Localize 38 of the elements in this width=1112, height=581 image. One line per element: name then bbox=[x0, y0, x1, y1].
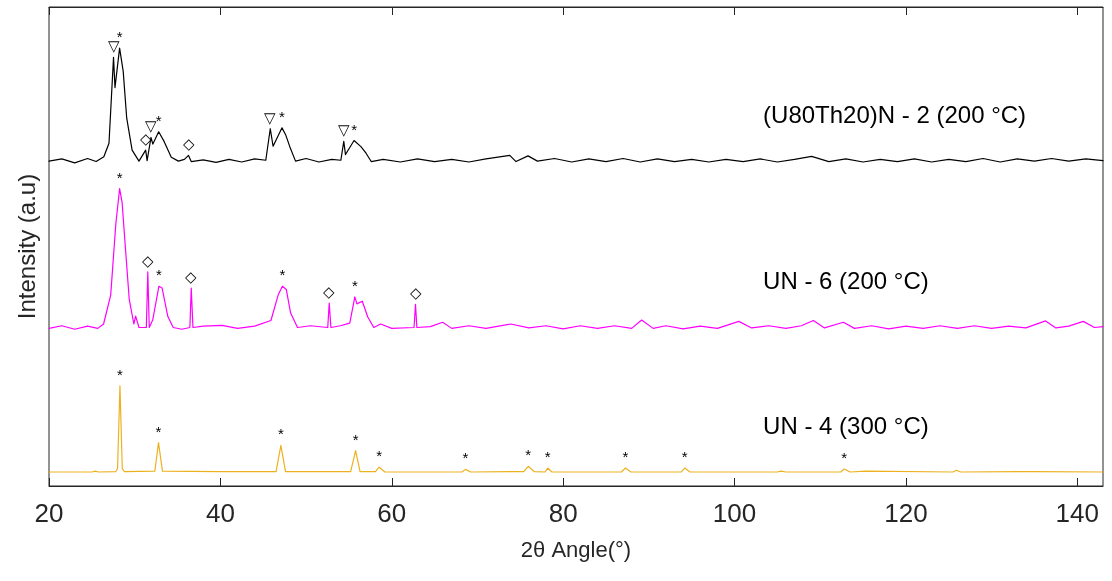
annotation: * bbox=[681, 448, 688, 466]
x-axis-title: 2θ Angle(°) bbox=[520, 536, 632, 562]
y-axis-title: Intensity (a.u) bbox=[12, 173, 40, 320]
annotation: ◇ bbox=[323, 282, 336, 300]
annotation: ▽ bbox=[264, 108, 277, 126]
annotation: * bbox=[462, 449, 469, 467]
x-tick-label: 120 bbox=[884, 498, 928, 528]
x-tick-label: 140 bbox=[1055, 498, 1099, 528]
annotation: ◇ bbox=[185, 268, 198, 286]
annotation: * bbox=[622, 448, 629, 466]
annotation: * bbox=[544, 448, 551, 466]
annotation: * bbox=[155, 111, 162, 129]
annotation: * bbox=[351, 276, 358, 294]
annotation: ▽ bbox=[337, 121, 350, 139]
annotation: * bbox=[525, 446, 532, 464]
annotation: ◇ bbox=[182, 135, 195, 153]
annotation: * bbox=[376, 447, 383, 465]
annotation: * bbox=[116, 168, 123, 186]
annotation: ◇ bbox=[141, 251, 154, 269]
series-label: (U80Th20)N - 2 (200 °C) bbox=[763, 101, 1027, 129]
annotation: * bbox=[117, 365, 124, 383]
annotation: * bbox=[351, 120, 358, 138]
annotation: * bbox=[841, 448, 848, 466]
series-label: UN - 6 (200 °C) bbox=[763, 267, 929, 295]
annotation: * bbox=[279, 107, 286, 125]
x-tick-label: 60 bbox=[377, 498, 407, 528]
x-tick-label: 100 bbox=[712, 498, 757, 528]
series-label: UN - 4 (300 °C) bbox=[763, 412, 929, 440]
annotation: ◇ bbox=[409, 284, 422, 302]
annotation: * bbox=[277, 425, 284, 443]
x-tick-label: 20 bbox=[34, 498, 64, 528]
annotation: * bbox=[279, 266, 286, 284]
annotation: * bbox=[155, 422, 162, 440]
annotation: * bbox=[155, 266, 162, 284]
annotation: * bbox=[352, 430, 359, 448]
annotation: ▽ bbox=[107, 37, 120, 55]
x-tick-label: 80 bbox=[548, 498, 578, 528]
x-tick-label: 40 bbox=[205, 498, 235, 528]
